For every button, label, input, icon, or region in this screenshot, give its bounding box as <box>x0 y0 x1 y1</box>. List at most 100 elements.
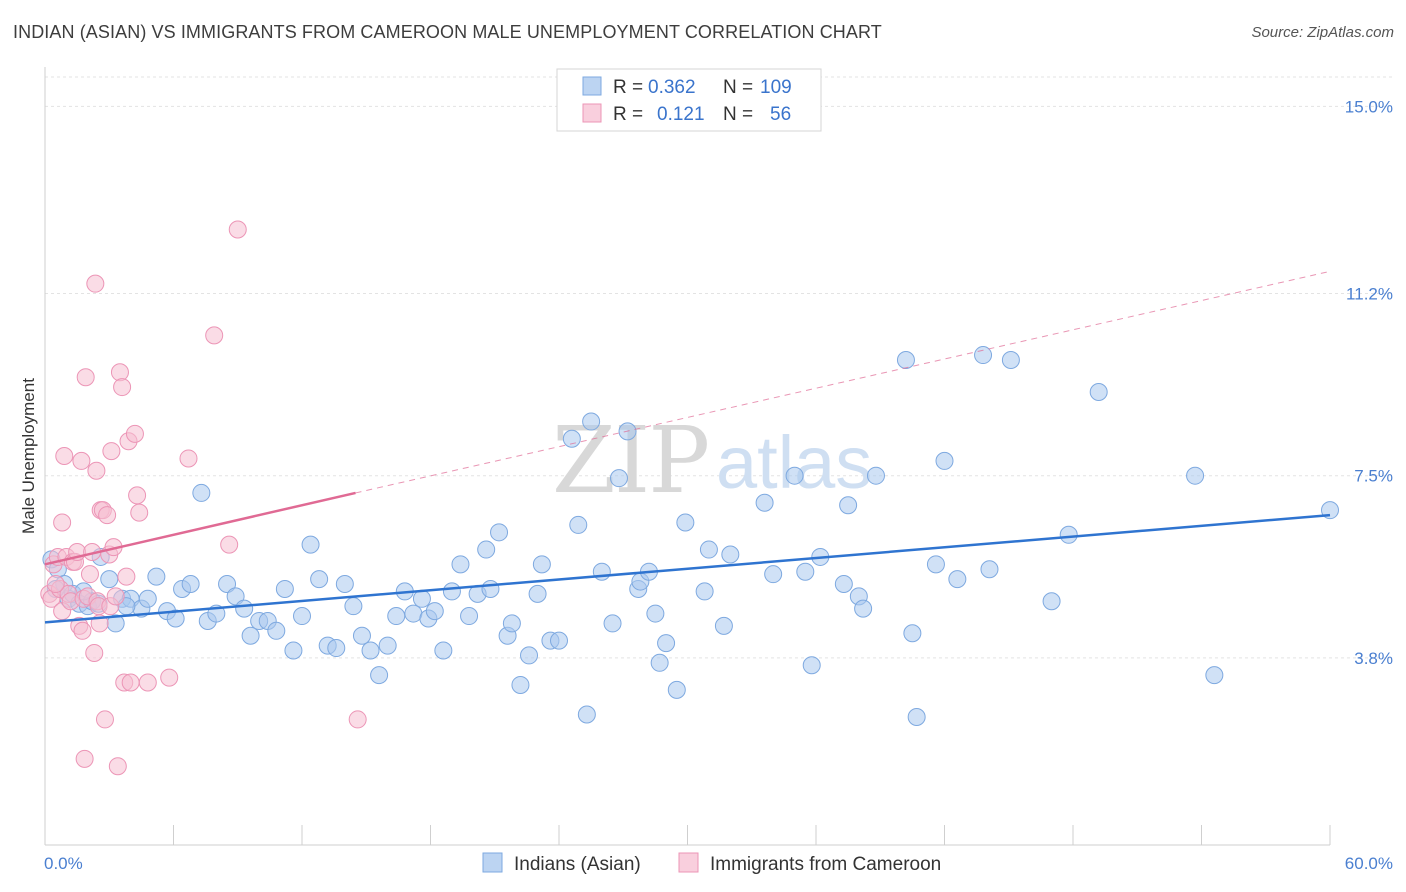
point-indians-56 <box>481 579 500 598</box>
watermark-atlas: atlas <box>716 421 872 504</box>
x-tick-min: 0.0% <box>44 854 83 873</box>
point-indians-38 <box>335 575 354 594</box>
point-indians-40 <box>352 626 371 645</box>
legend-n-label-pink: N = <box>723 104 753 125</box>
point-indians-71 <box>603 614 622 633</box>
axes <box>44 67 1331 846</box>
point-indians-35 <box>310 570 329 589</box>
y-tick-label-2: 11.2% <box>1346 285 1393 304</box>
point-indians-55 <box>477 540 496 559</box>
y-tick-label-0: 3.8% <box>1354 649 1393 668</box>
point-cameroon-52 <box>220 535 239 554</box>
point-indians-31 <box>275 579 294 598</box>
point-indians-104 <box>980 560 999 579</box>
point-cameroon-50 <box>179 449 198 468</box>
point-indians-33 <box>293 607 311 626</box>
point-indians-53 <box>460 607 479 626</box>
point-indians-10 <box>100 570 119 589</box>
legend-r-value-pink: 0.121 <box>657 104 705 125</box>
point-indians-26 <box>235 599 254 618</box>
point-indians-101 <box>935 451 954 470</box>
point-indians-61 <box>520 646 539 665</box>
trend-extension-cameroon <box>355 270 1331 494</box>
point-cameroon-7 <box>55 447 74 465</box>
legend-swatch-blue <box>582 76 602 96</box>
point-indians-68 <box>577 705 596 724</box>
point-cameroon-16 <box>73 621 92 640</box>
point-indians-24 <box>218 575 237 594</box>
point-cameroon-46 <box>128 486 147 505</box>
chart-title: INDIAN (ASIAN) VS IMMIGRANTS FROM CAMERO… <box>13 22 882 42</box>
point-indians-47 <box>412 589 431 608</box>
point-indians-59 <box>502 614 521 633</box>
point-cameroon-38 <box>108 757 127 776</box>
point-indians-20 <box>181 575 200 594</box>
legend-r-value-blue: 0.362 <box>648 77 696 98</box>
point-indians-46 <box>404 604 423 623</box>
legend-n-value-blue: 109 <box>760 77 792 98</box>
point-indians-109 <box>1186 466 1205 485</box>
point-indians-39 <box>344 597 363 616</box>
trend-lines <box>44 270 1331 624</box>
legend-n-value-pink: 56 <box>770 104 791 125</box>
point-cameroon-18 <box>75 749 94 768</box>
point-indians-90 <box>802 656 821 675</box>
legend-r-label-blue: R = <box>613 77 643 98</box>
point-indians-106 <box>1042 592 1061 611</box>
point-indians-27 <box>241 626 260 645</box>
point-cameroon-47 <box>130 503 149 522</box>
point-cameroon-53 <box>228 220 247 239</box>
point-cameroon-15 <box>72 451 91 470</box>
bottom-legend-swatch-cameroon <box>678 852 699 873</box>
point-cameroon-31 <box>95 710 114 729</box>
point-indians-110 <box>1205 666 1224 685</box>
point-indians-25 <box>226 587 245 606</box>
point-indians-85 <box>721 545 740 564</box>
point-indians-80 <box>667 680 686 699</box>
point-indians-30 <box>267 621 286 640</box>
point-indians-32 <box>284 641 303 660</box>
y-axis-ticks: 3.8% 7.5% 11.2% 15.0% <box>1345 97 1393 667</box>
watermark: ZIP atlas <box>552 407 872 514</box>
point-cameroon-40 <box>113 378 132 397</box>
point-indians-69 <box>582 412 601 431</box>
point-indians-92 <box>834 575 853 594</box>
legend-n-label-blue: N = <box>723 77 753 98</box>
point-indians-62 <box>528 584 547 603</box>
point-indians-81 <box>676 513 695 532</box>
point-cameroon-35 <box>102 442 121 461</box>
point-cameroon-44 <box>121 673 140 692</box>
point-cameroon-42 <box>117 567 136 586</box>
trend-line-cameroon <box>44 491 356 566</box>
point-indians-84 <box>714 616 733 635</box>
point-indians-43 <box>378 636 397 655</box>
point-indians-83 <box>699 540 718 559</box>
point-indians-34 <box>301 535 320 554</box>
y-tick-label-3: 15.0% <box>1345 97 1393 116</box>
point-indians-78 <box>650 653 669 672</box>
point-indians-49 <box>425 602 444 621</box>
point-indians-105 <box>1001 350 1020 369</box>
point-cameroon-54 <box>348 710 367 729</box>
point-cameroon-51 <box>205 326 224 345</box>
point-indians-18 <box>166 609 185 628</box>
point-indians-51 <box>442 582 461 601</box>
point-cameroon-39 <box>110 363 129 382</box>
point-indians-21 <box>192 483 211 502</box>
point-indians-52 <box>451 555 470 574</box>
point-indians-93 <box>839 496 858 515</box>
series-legend: Indians (Asian) Immigrants from Cameroon <box>482 852 941 875</box>
point-cameroon-37 <box>106 587 125 606</box>
point-cameroon-32 <box>98 506 117 525</box>
point-indians-95 <box>854 599 873 618</box>
point-cameroon-49 <box>160 668 179 687</box>
point-cameroon-25 <box>87 461 106 480</box>
point-indians-42 <box>370 666 389 685</box>
point-indians-86 <box>755 493 774 512</box>
correlation-legend: R = 0.362 N = 109 R = 0.121 N = 56 <box>556 68 822 132</box>
point-indians-98 <box>903 624 922 643</box>
point-indians-41 <box>361 641 380 660</box>
point-cameroon-23 <box>85 643 104 662</box>
point-cameroon-19 <box>76 368 95 387</box>
point-indians-108 <box>1089 382 1108 401</box>
